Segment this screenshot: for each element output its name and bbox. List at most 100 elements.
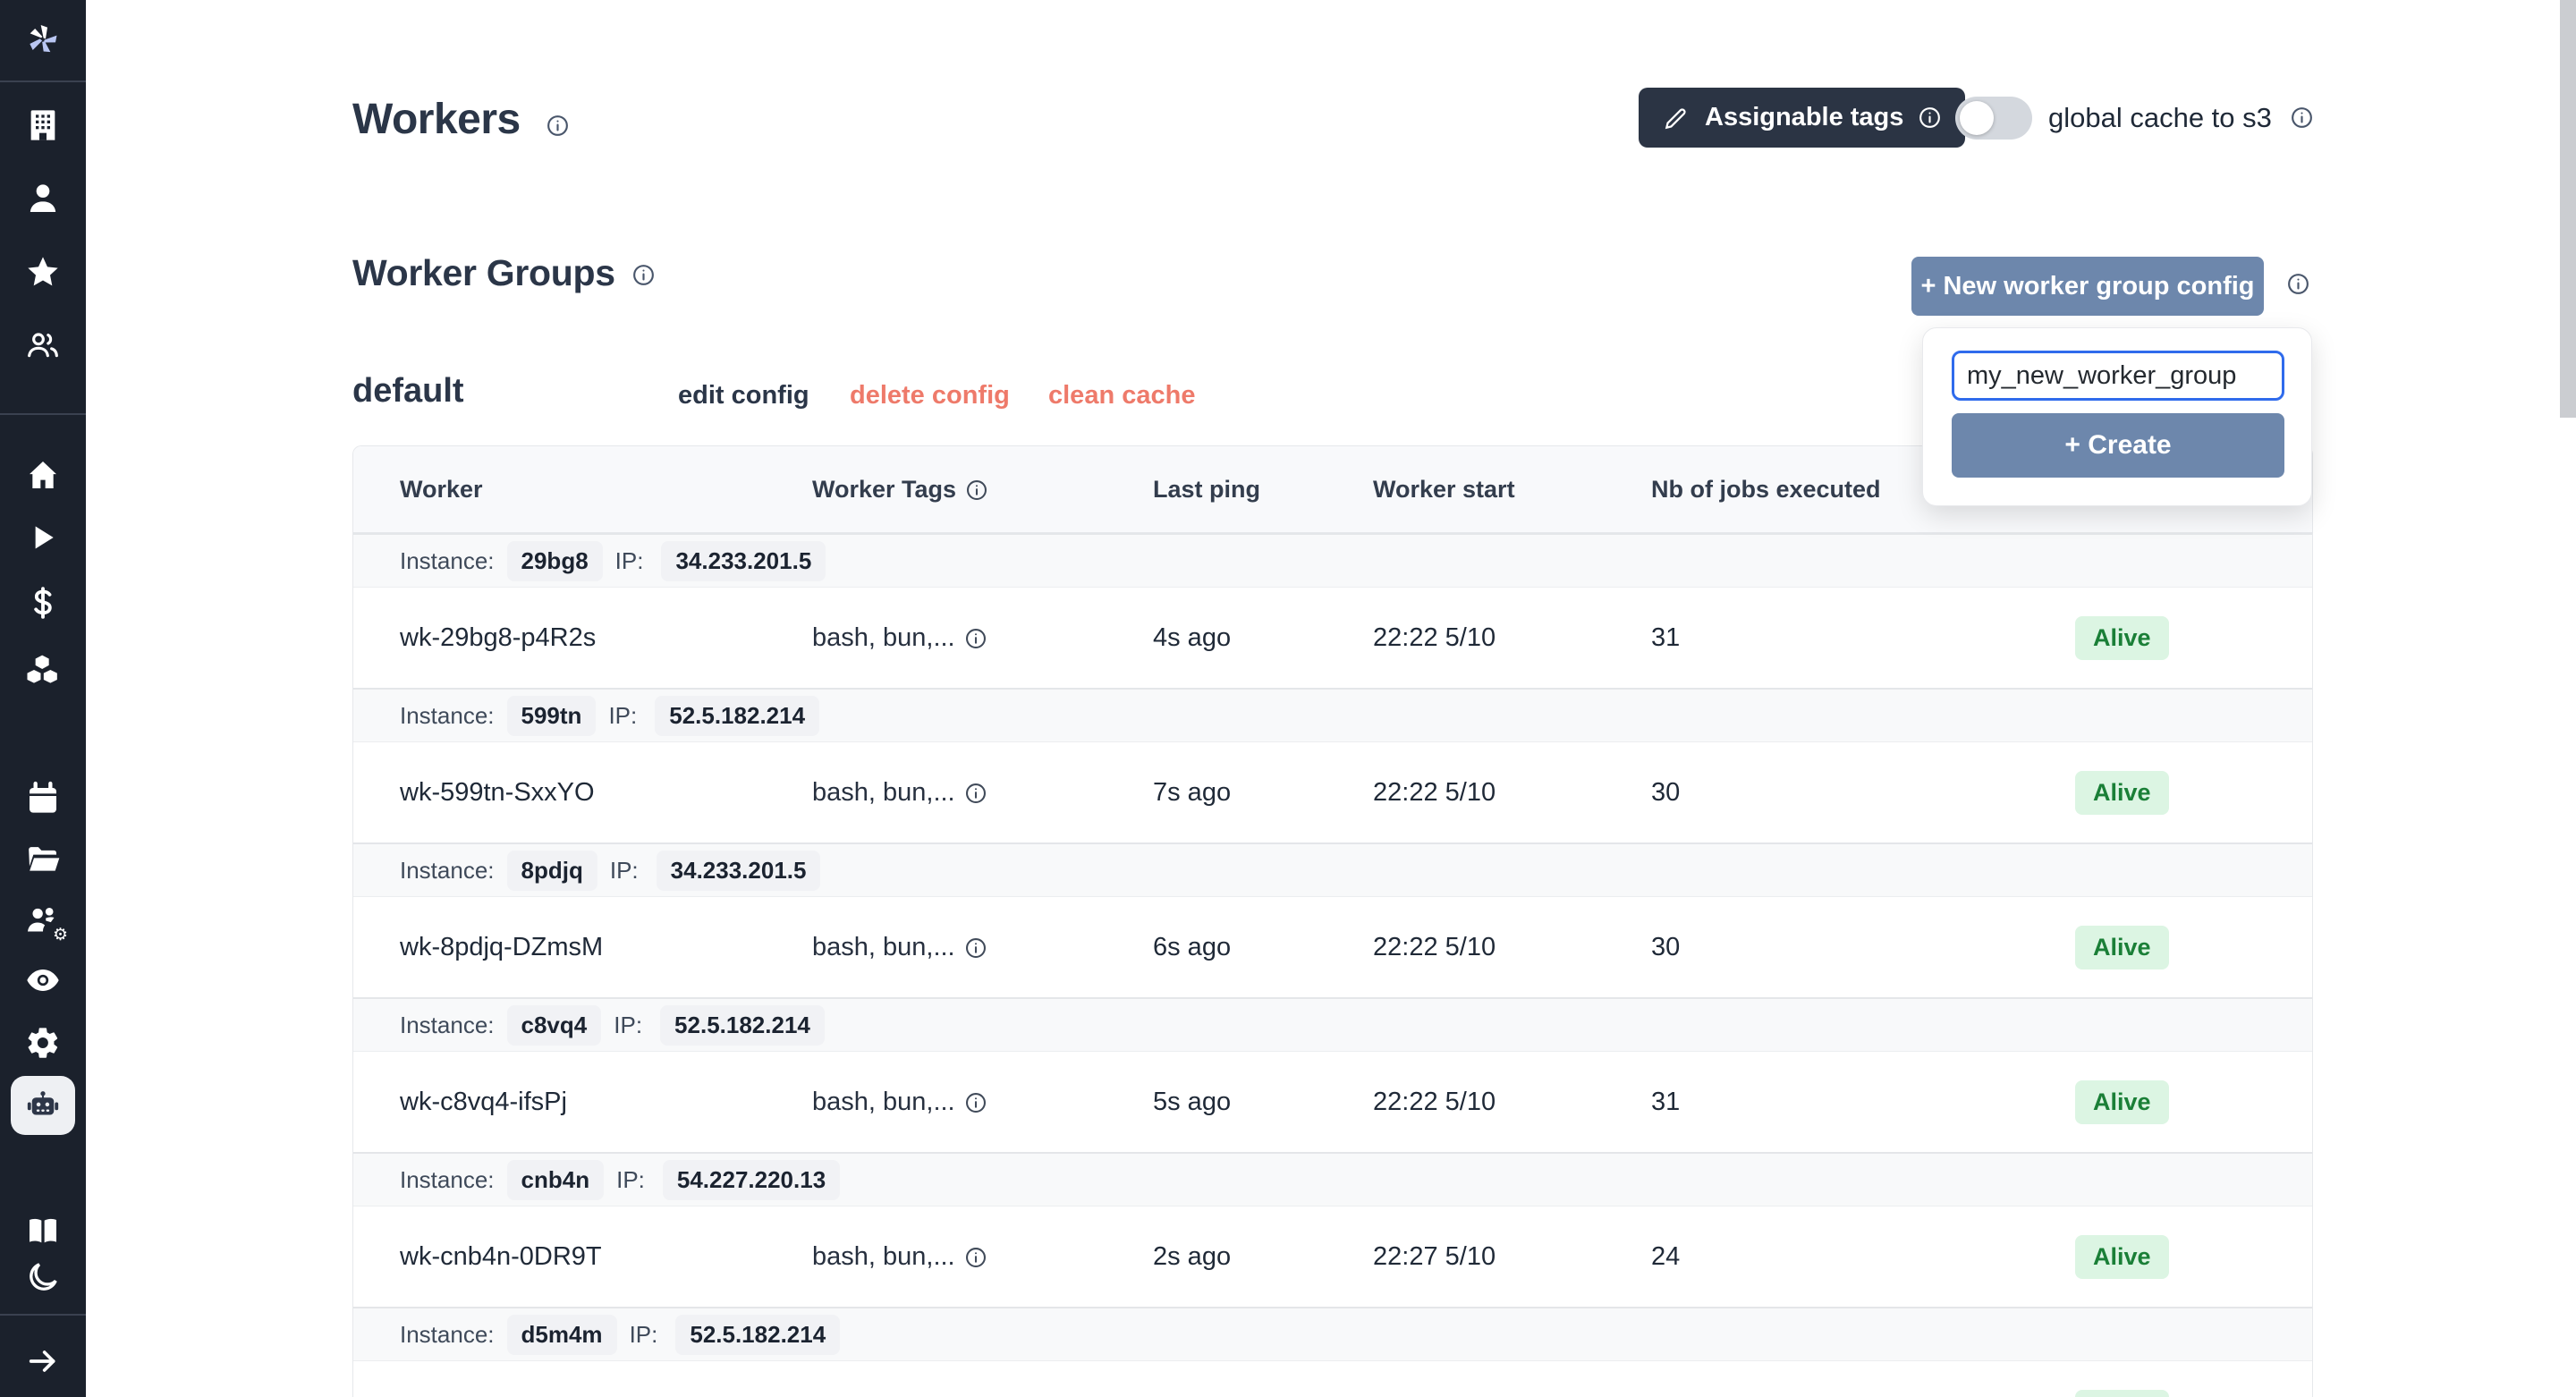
worker-groups-heading: Worker Groups [352, 252, 615, 293]
status-badge: Alive [2075, 926, 2169, 969]
sidebar-item-users[interactable] [21, 324, 64, 367]
edit-config-link[interactable]: edit config [678, 381, 809, 410]
sidebar-item-favorites[interactable] [21, 250, 64, 293]
ip-label: IP: [608, 701, 638, 729]
worker-row: wk-cnb4n-0DR9T bash, bun,... 2s ago 22:2… [353, 1206, 2312, 1307]
worker-start: 22:22 5/10 [1373, 1088, 1496, 1116]
folder-icon [29, 847, 60, 871]
create-button[interactable]: + Create [1952, 413, 2284, 478]
robot-icon [27, 1091, 59, 1115]
instance-row: Instance: 8pdjq IP: 34.233.201.5 [353, 842, 2312, 896]
instance-label: Instance: [400, 856, 495, 884]
boxes-icon [27, 655, 57, 683]
last-ping: 5s ago [1153, 1088, 1232, 1116]
building-icon [30, 110, 55, 140]
worker-start: 22:27 5/10 [1373, 1242, 1496, 1271]
instance-row: Instance: c8vq4 IP: 52.5.182.214 [353, 997, 2312, 1051]
arrow-right-icon [29, 1350, 55, 1372]
col-header-worker-tags: Worker Tags [812, 446, 988, 533]
sidebar-item-user[interactable] [21, 177, 64, 220]
instance-id-badge: 599tn [506, 695, 597, 736]
workers-info-icon[interactable] [546, 114, 570, 138]
instance-id-badge: 29bg8 [506, 540, 603, 581]
tags-info-icon[interactable] [964, 627, 987, 650]
worker-group-name-input[interactable] [1952, 351, 2284, 401]
tags-info-icon[interactable] [964, 782, 987, 805]
scrollbar-thumb[interactable] [2560, 0, 2576, 418]
delete-config-link[interactable]: delete config [850, 381, 1010, 410]
home-icon [30, 461, 56, 488]
pencil-icon [1665, 107, 1686, 129]
windmill-logo[interactable] [21, 18, 64, 61]
instance-label: Instance: [400, 1165, 495, 1193]
ip-label: IP: [614, 546, 644, 574]
clean-cache-link[interactable]: clean cache [1048, 381, 1196, 410]
sidebar-collapse-toggle[interactable] [21, 1340, 64, 1383]
last-ping: 7s ago [1153, 778, 1232, 807]
sidebar-item-groups[interactable]: ⚙ [21, 899, 68, 944]
ip-label: IP: [616, 1165, 645, 1193]
instance-label: Instance: [400, 1320, 495, 1348]
worker-start: 22:22 5/10 [1373, 623, 1496, 652]
instance-row: Instance: 29bg8 IP: 34.233.201.5 [353, 533, 2312, 587]
status-badge: Alive [2075, 771, 2169, 815]
toggle-knob [1960, 101, 1994, 135]
worker-tags: bash, bun,... [812, 742, 987, 843]
col-header-jobs: Nb of jobs executed [1651, 476, 1881, 503]
new-worker-group-config-button[interactable]: + New worker group config [1911, 257, 2264, 316]
sidebar-item-runs[interactable] [21, 516, 64, 559]
sidebar-item-docs[interactable] [21, 1209, 64, 1252]
status-cell: Alive [2075, 1052, 2169, 1153]
sidebar-divider [0, 1314, 86, 1316]
worker-start: 22:27 5/10 [1373, 1361, 1496, 1397]
sidebar-item-audit-logs[interactable] [21, 959, 64, 1002]
last-ping: 4s ago [1153, 623, 1232, 652]
worker-tags-info-icon[interactable] [965, 478, 988, 502]
status-cell: Alive [2075, 1206, 2169, 1308]
sidebar-item-schedules[interactable] [21, 777, 64, 820]
sidebar-item-workers-active[interactable] [11, 1076, 75, 1135]
worker-start: 22:22 5/10 [1373, 778, 1496, 807]
worker-tags: bash, bun,... [812, 588, 987, 689]
new-worker-group-info-icon[interactable] [2286, 272, 2310, 296]
col-header-last-ping: Last ping [1153, 476, 1260, 503]
global-cache-info-icon[interactable] [2290, 106, 2314, 130]
page-title: Workers [352, 96, 521, 143]
instance-row: Instance: d5m4m IP: 52.5.182.214 [353, 1307, 2312, 1360]
tags-info-icon[interactable] [964, 1246, 987, 1269]
tags-info-icon[interactable] [964, 936, 987, 960]
ip-label: IP: [614, 1011, 643, 1038]
worker-name: wk-d5m4m-... [400, 1361, 557, 1397]
tags-info-icon[interactable] [964, 1091, 987, 1114]
instance-row: Instance: cnb4n IP: 54.227.220.13 [353, 1152, 2312, 1206]
play-icon [35, 526, 54, 549]
assignable-tags-button[interactable]: Assignable tags [1639, 88, 1966, 148]
sidebar-item-workspace[interactable] [21, 104, 64, 147]
open-book-icon [30, 1218, 56, 1243]
col-header-worker-start: Worker start [1373, 476, 1515, 503]
workers-table: Worker Worker Tags Last ping Worker star… [352, 445, 2313, 1397]
scrollbar-track[interactable] [2560, 0, 2576, 1397]
worker-row: wk-c8vq4-ifsPj bash, bun,... 5s ago 22:2… [353, 1051, 2312, 1152]
col-header-worker: Worker [400, 476, 483, 503]
instance-label: Instance: [400, 701, 495, 729]
sidebar-item-home[interactable] [21, 453, 64, 496]
moon-icon [30, 1263, 57, 1291]
global-cache-toggle[interactable] [1955, 97, 2032, 140]
calendar-icon [30, 781, 56, 813]
worker-tags: bash, bun,... [812, 1361, 987, 1397]
sidebar-item-variables[interactable] [21, 581, 64, 624]
sidebar-item-settings[interactable] [21, 1021, 64, 1064]
ip-label: IP: [629, 1320, 658, 1348]
sidebar-item-folders[interactable] [21, 838, 64, 881]
assignable-tags-label: Assignable tags [1705, 103, 1904, 131]
instance-row: Instance: 599tn IP: 52.5.182.214 [353, 688, 2312, 741]
user-icon [30, 184, 56, 212]
worker-groups-info-icon[interactable] [631, 263, 656, 287]
last-ping: 3s ago [1153, 1361, 1231, 1397]
last-ping: 2s ago [1153, 1242, 1232, 1271]
assignable-tags-info-icon[interactable] [1918, 106, 1942, 130]
sidebar-item-resources[interactable] [21, 648, 64, 690]
instance-ip-badge: 52.5.182.214 [675, 1314, 841, 1355]
sidebar-item-dark-mode[interactable] [21, 1256, 64, 1299]
